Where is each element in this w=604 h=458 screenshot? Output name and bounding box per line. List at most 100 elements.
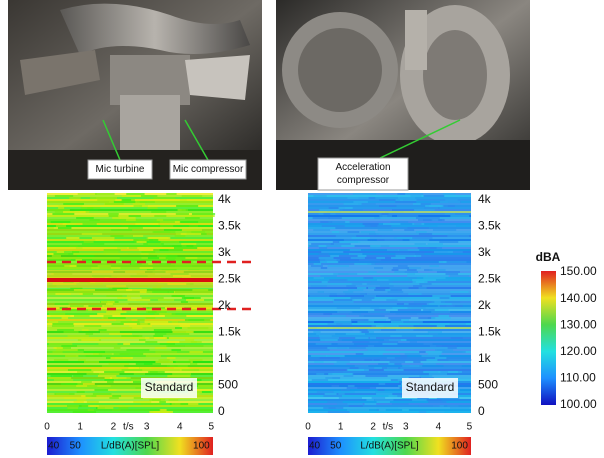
texture [308,237,471,239]
texture [47,251,213,253]
texture [134,205,142,207]
texture [48,321,58,323]
texture [409,251,432,253]
texture [347,403,362,405]
texture [74,209,97,211]
texture [350,367,359,369]
texture [397,303,404,305]
texture [429,333,438,335]
texture [102,317,109,319]
texture [313,331,320,333]
texture [414,301,434,303]
legend-label: 150.00 [560,264,597,278]
texture [185,319,204,321]
texture [67,223,77,225]
texture [99,343,118,345]
texture [185,217,200,219]
texture [448,359,471,361]
texture [333,301,353,303]
texture [52,351,62,353]
texture [343,371,361,373]
texture [311,265,323,267]
texture [47,365,213,367]
texture [345,293,365,295]
texture [415,243,426,245]
texture [327,355,345,357]
texture [185,345,204,347]
texture [368,271,376,273]
texture [396,199,417,201]
texture [109,363,130,365]
texture [110,357,132,359]
texture [356,345,369,347]
texture [84,325,101,327]
texture [320,357,340,359]
texture [398,309,421,311]
texture [328,373,352,375]
texture [103,251,118,253]
texture [311,355,327,357]
texture [359,315,381,317]
texture [397,325,413,327]
texture [390,361,406,363]
colorbar-label: L/dB(A)[SPL] [360,441,419,452]
texture [56,293,71,295]
texture [308,277,471,279]
texture [47,317,213,319]
texture [129,325,152,327]
texture [192,289,208,291]
texture [420,323,430,325]
texture [319,253,329,255]
texture [319,335,332,337]
legend-bar [541,271,556,405]
texture [372,397,385,399]
texture [407,269,417,271]
texture [137,241,147,243]
texture [416,217,440,219]
texture [327,401,343,403]
texture [172,245,181,247]
texture [331,221,345,223]
texture [360,263,371,265]
texture [429,265,439,267]
texture [432,295,450,297]
texture [67,407,78,409]
texture [104,203,124,205]
texture [361,231,375,233]
texture [52,213,74,215]
texture [86,395,97,397]
texture [61,345,77,347]
texture [365,225,378,227]
texture [55,303,69,305]
texture [97,407,113,409]
texture [425,207,440,209]
texture [104,371,124,373]
texture [148,257,159,259]
texture [339,311,352,313]
texture [313,229,330,231]
texture [440,297,450,299]
texture [308,347,471,349]
texture [392,209,414,211]
texture [167,357,176,359]
texture [357,321,374,323]
texture [362,299,372,301]
texture [74,315,90,317]
texture [369,233,378,235]
texture [74,289,95,291]
texture [331,243,351,245]
texture [321,251,343,253]
x-tick-label: 5 [467,422,473,433]
texture [317,391,334,393]
texture [47,337,213,339]
texture [440,201,460,203]
texture [429,373,447,375]
texture [308,247,471,249]
texture [191,215,215,217]
texture [106,253,128,255]
texture [159,401,166,403]
texture [308,403,471,405]
texture [364,403,376,405]
band [47,278,213,282]
texture [54,393,74,395]
